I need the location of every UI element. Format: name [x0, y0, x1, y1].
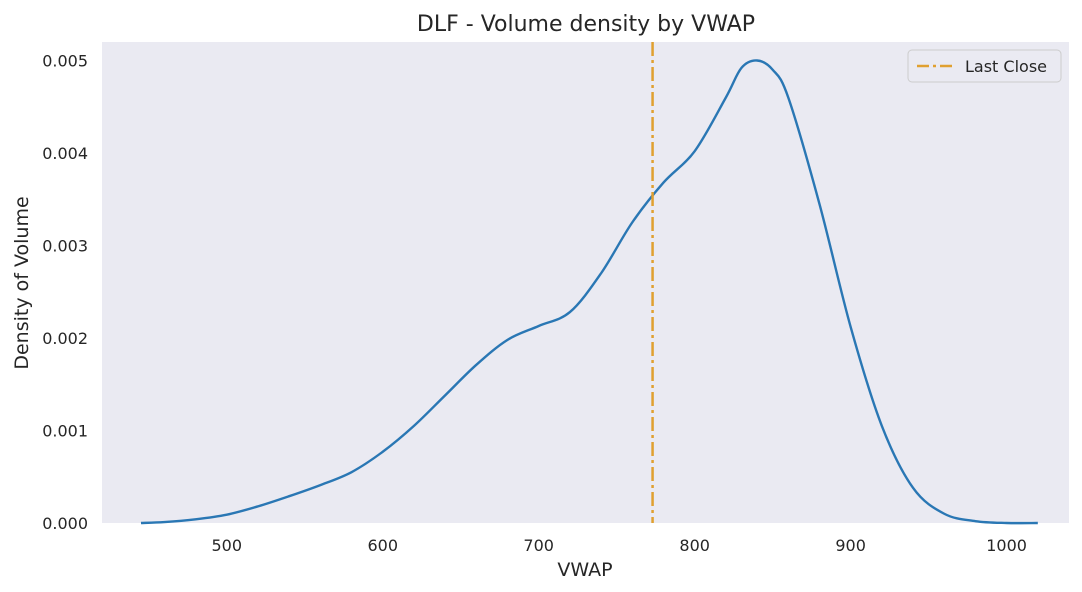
x-axis-label: VWAP: [557, 559, 612, 581]
y-axis-ticks: 0.000 0.001 0.002 0.003 0.004 0.005: [42, 52, 88, 534]
x-tick-label: 800: [679, 536, 710, 555]
x-tick-label: 600: [367, 536, 398, 555]
y-axis-label: Density of Volume: [11, 196, 33, 369]
legend-frame: [907, 49, 1062, 83]
chart-title: DLF - Volume density by VWAP: [417, 12, 755, 37]
legend-label-last-close: Last Close: [965, 57, 1047, 76]
legend: Last Close: [907, 49, 1062, 83]
density-line-series-0: [140, 59, 1038, 525]
y-tick-label: 0.001: [42, 422, 88, 441]
plot-layer: [140, 42, 1038, 525]
plot-background: [102, 42, 1069, 523]
x-tick-label: 1000: [986, 536, 1027, 555]
x-tick-label: 900: [835, 536, 866, 555]
y-tick-label: 0.002: [42, 329, 88, 348]
x-axis-ticks: 500 600 700 800 900 1000: [211, 536, 1026, 555]
y-tick-label: 0.004: [42, 144, 88, 163]
y-tick-label: 0.005: [42, 52, 88, 71]
y-tick-label: 0.003: [42, 237, 88, 256]
x-tick-label: 500: [211, 536, 242, 555]
x-tick-label: 700: [523, 536, 554, 555]
y-tick-label: 0.000: [42, 514, 88, 533]
